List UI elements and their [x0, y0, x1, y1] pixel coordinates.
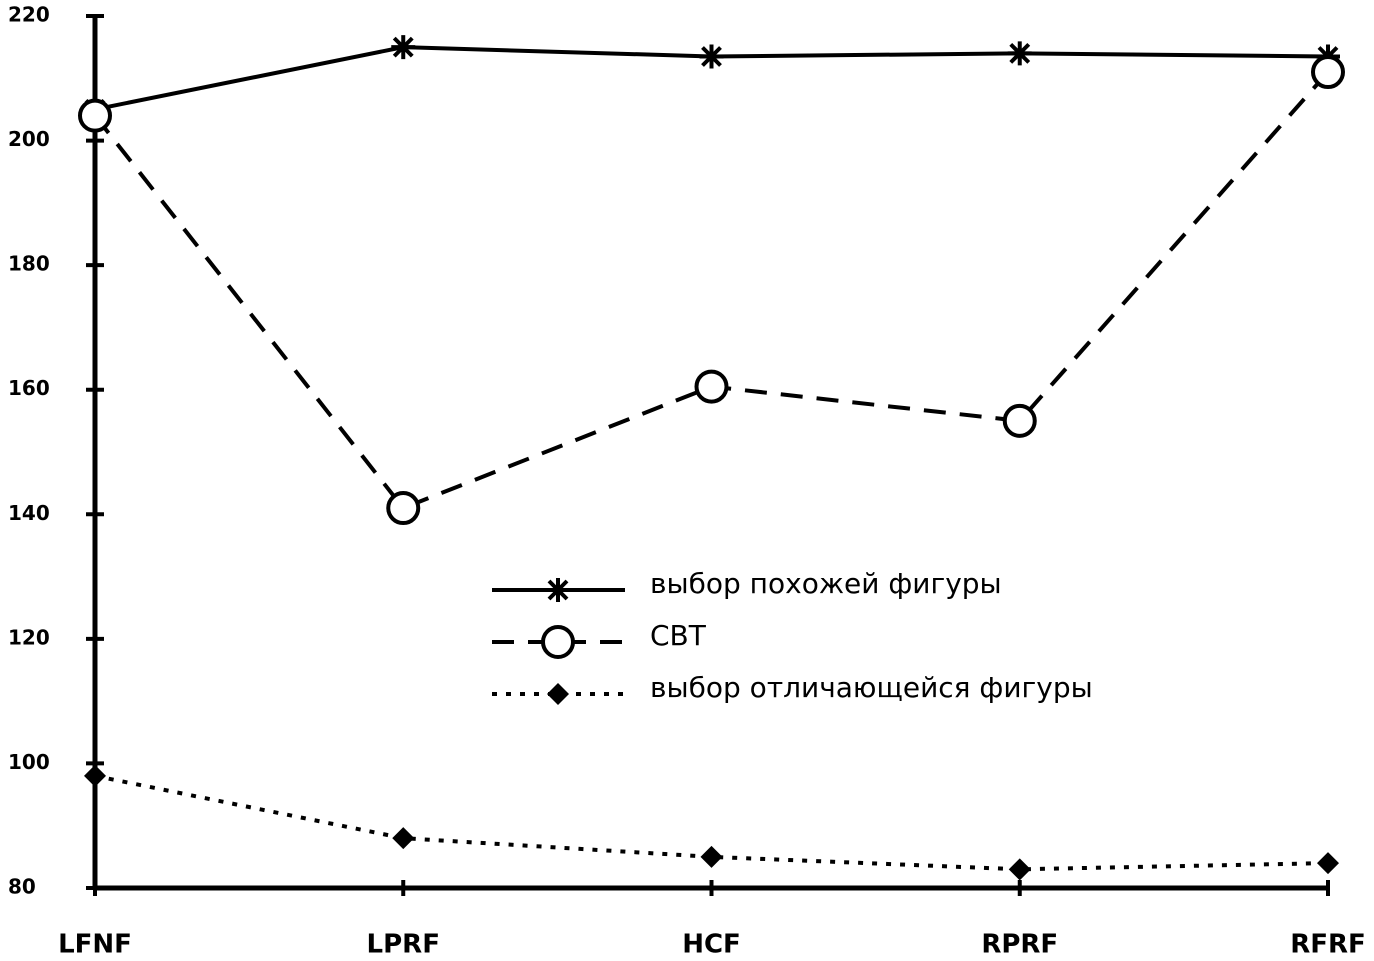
marker: [547, 683, 569, 705]
x-tick-label: LPRF: [367, 930, 440, 960]
marker: [546, 578, 570, 602]
y-tick-label: 180: [8, 252, 50, 276]
y-tick-label: 200: [8, 127, 50, 151]
marker: [694, 369, 729, 404]
marker: [699, 44, 724, 69]
y-tick-label: 100: [8, 750, 50, 774]
legend-label: СВТ: [650, 619, 707, 652]
y-tick-label: 120: [8, 625, 50, 649]
marker: [541, 625, 575, 659]
marker: [84, 764, 106, 787]
marker: [1002, 403, 1037, 438]
marker: [386, 491, 421, 526]
x-tick-label: RFRF: [1290, 930, 1366, 960]
series-line: [93, 70, 1330, 511]
y-tick-label: 220: [8, 3, 50, 27]
x-tick-label: LFNF: [58, 930, 132, 960]
y-tick-label: 80: [8, 875, 36, 899]
marker: [1007, 41, 1032, 66]
marker: [392, 827, 415, 850]
y-tick-label: 160: [8, 376, 50, 400]
marker: [391, 35, 416, 60]
marker: [1008, 858, 1031, 881]
legend-label: выбор отличающейся фигуры: [650, 671, 1093, 704]
x-tick-label: RPRF: [981, 930, 1058, 960]
marker: [700, 845, 723, 868]
legend-label: выбор похожей фигуры: [650, 567, 1002, 600]
marker: [1317, 852, 1339, 875]
marker: [78, 98, 112, 133]
y-tick-label: 140: [8, 501, 50, 525]
marker: [1311, 55, 1345, 90]
x-tick-label: HCF: [682, 930, 741, 960]
